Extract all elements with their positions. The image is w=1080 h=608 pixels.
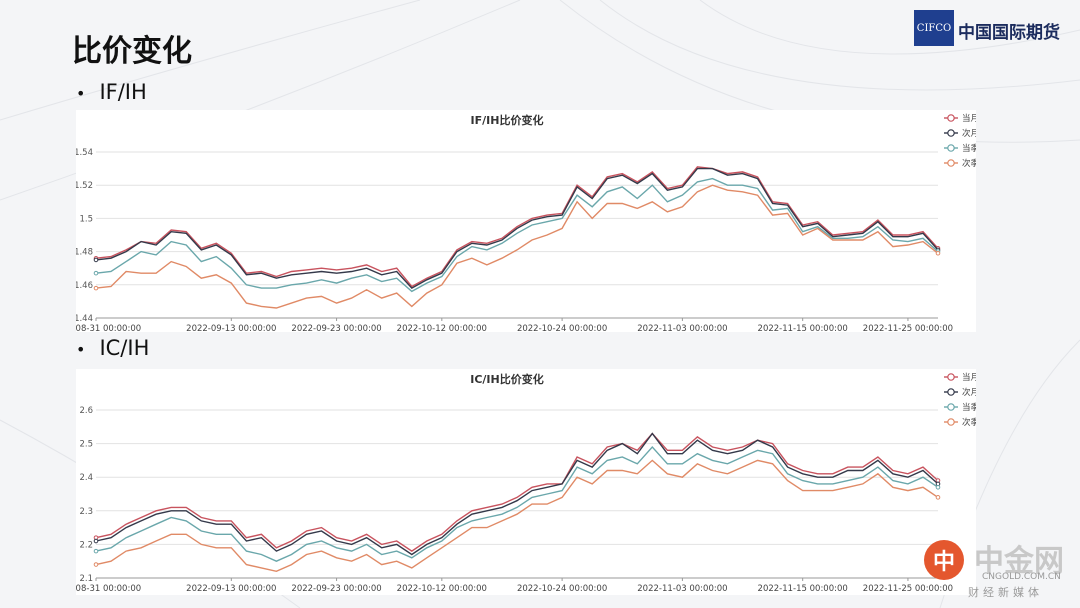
series-line <box>95 445 939 562</box>
watermark-name: 中金网 <box>974 544 1064 579</box>
legend-marker <box>947 159 955 167</box>
legend-label[interactable]: 次月连续 <box>962 387 976 398</box>
series-line <box>95 177 939 293</box>
series-line <box>95 167 939 289</box>
y-tick-label: 1.44 <box>76 314 93 324</box>
x-tick-label: 2022-11-03 00:00:00 <box>637 324 727 332</box>
x-tick-label: 2022-10-24 00:00:00 <box>517 324 607 332</box>
legend-marker <box>947 144 955 152</box>
series-line <box>95 432 939 556</box>
legend-label[interactable]: 次月连续 <box>962 128 976 139</box>
chart-panel-if-ih: IF/IH比价变化 1.44 1.46 1.48 1.5 1.52 1.54 2022-08-… <box>76 110 976 332</box>
y-tick-label: 2.6 <box>79 406 93 416</box>
data-point <box>935 484 941 490</box>
data-point <box>935 495 941 500</box>
legend-marker <box>947 403 955 411</box>
chart-title: IF/IH比价变化 <box>471 113 544 127</box>
section-bullet-2: • IC/IH <box>76 336 149 360</box>
y-tick-label: 2.5 <box>79 440 93 450</box>
series-line <box>95 184 939 309</box>
y-tick-label: 2.3 <box>79 507 93 517</box>
y-tick-label: 1.48 <box>76 248 93 258</box>
x-tick-label: 2022-09-23 00:00:00 <box>291 584 381 594</box>
x-tick-label: 2022-10-12 00:00:00 <box>397 324 487 332</box>
legend-label[interactable]: 当季连续 <box>962 402 976 413</box>
data-point <box>93 270 99 276</box>
y-tick-label: 2.4 <box>79 473 93 483</box>
series-line <box>95 432 939 552</box>
watermark-tag: 财经新媒体 <box>968 586 1043 599</box>
y-tick-label: 1.54 <box>76 148 93 158</box>
data-point <box>93 257 99 263</box>
brand-name: 中国国际期货 <box>958 23 1060 43</box>
x-tick-label: 2022-09-23 00:00:00 <box>291 324 381 332</box>
y-tick-label: 1.5 <box>79 214 93 224</box>
x-tick-label: 2022-11-25 00:00:00 <box>863 584 953 594</box>
legend-marker <box>947 129 955 137</box>
x-tick-label: 2022-11-03 00:00:00 <box>637 584 727 594</box>
series-line <box>95 459 939 573</box>
section-label: IC/IH <box>99 336 150 360</box>
data-point <box>93 548 99 554</box>
x-tick-label: 2022-11-25 00:00:00 <box>863 324 953 332</box>
legend-label[interactable]: 当月连续 <box>962 372 976 383</box>
bullet-dot: • <box>76 83 86 103</box>
x-tick-label: 2022-09-13 00:00:00 <box>186 324 276 332</box>
legend-marker <box>947 114 955 122</box>
y-tick-label: 2.2 <box>79 540 93 550</box>
data-point <box>93 285 99 291</box>
x-tick-label: 2022-10-24 00:00:00 <box>517 584 607 594</box>
cifco-logo-mark: CIFCO <box>914 10 954 46</box>
legend-marker <box>947 418 955 426</box>
chart-panel-ic-ih: IC/IH比价变化 2.1 2.2 2.3 2.4 2.5 2.6 2022-08-31 00… <box>76 369 976 595</box>
chart-if-ih: IF/IH比价变化 1.44 1.46 1.48 1.5 1.52 1.54 2022-08-… <box>76 113 976 332</box>
x-tick-label: 2022-11-15 00:00:00 <box>758 324 848 332</box>
legend-label[interactable]: 当月连续 <box>962 113 976 124</box>
x-tick-label: 2022-09-13 00:00:00 <box>186 584 276 594</box>
x-tick-label: 2022-08-31 00:00:00 <box>76 584 141 594</box>
y-tick-label: 1.52 <box>76 181 93 191</box>
data-point <box>93 562 99 567</box>
slide-title: 比价变化 <box>72 34 192 69</box>
watermark: 中 中金网 CNGOLD.COM.CN 财经新媒体 <box>920 534 1080 608</box>
chart-title: IC/IH比价变化 <box>470 372 543 386</box>
watermark-url: CNGOLD.COM.CN <box>982 572 1061 582</box>
series-line <box>95 166 939 288</box>
chart-ic-ih: IC/IH比价变化 2.1 2.2 2.3 2.4 2.5 2.6 2022-08-31 00… <box>76 372 976 594</box>
legend-marker <box>947 373 955 381</box>
legend-label[interactable]: 次季连续 <box>962 158 976 169</box>
legend-label[interactable]: 次季连续 <box>962 417 976 428</box>
y-tick-label: 1.46 <box>76 281 93 291</box>
x-tick-label: 2022-10-12 00:00:00 <box>397 584 487 594</box>
data-point <box>935 250 941 256</box>
data-point <box>93 538 99 544</box>
x-tick-label: 2022-11-15 00:00:00 <box>758 584 848 594</box>
y-tick-label: 2.1 <box>79 574 93 584</box>
legend-marker <box>947 388 955 396</box>
section-bullet-1: • IF/IH <box>76 80 147 104</box>
watermark-logo: 中 <box>924 540 964 580</box>
bullet-dot: • <box>76 339 86 359</box>
section-label: IF/IH <box>99 80 147 104</box>
brand-logo: CIFCO 中国国际期货 <box>914 10 1074 48</box>
x-tick-label: 2022-08-31 00:00:00 <box>76 324 141 332</box>
legend-label[interactable]: 当季连续 <box>962 143 976 154</box>
